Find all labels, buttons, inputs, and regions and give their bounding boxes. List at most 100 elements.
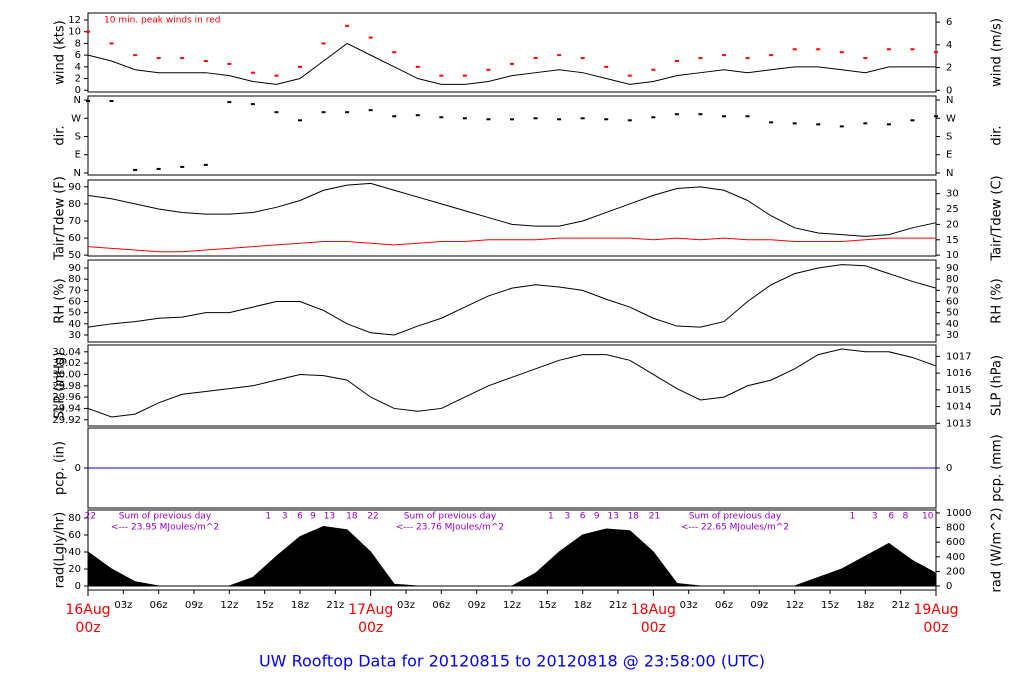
y2-tick-label: 4: [946, 40, 952, 51]
local-hour-label: 22: [85, 512, 96, 522]
y-tick-label: 70: [68, 216, 81, 227]
daily-sum-value: <--- 23.95 MJoules/m^2: [111, 523, 219, 533]
local-hour-label: 18: [346, 512, 358, 522]
y2-tick-label: 10: [946, 250, 959, 261]
local-hour-label: 6: [888, 512, 894, 522]
y2-tick-label: 1013: [946, 418, 971, 429]
peak-dot: [604, 65, 609, 68]
y-axis-label: RH (%): [53, 278, 68, 323]
peak-dot: [86, 30, 90, 33]
local-hour-label: 21: [649, 512, 660, 522]
point: [533, 117, 538, 120]
day-label: 19Aug: [913, 602, 958, 618]
y-tick-label: 0: [75, 85, 81, 96]
x-tick-label: 12z: [786, 600, 804, 611]
point: [510, 118, 514, 121]
point: [156, 167, 161, 170]
point: [604, 118, 609, 121]
point: [321, 111, 326, 114]
y2-tick-label: 1017: [946, 351, 971, 362]
peak-dot: [745, 57, 750, 60]
peak-dot: [298, 65, 302, 68]
y-tick-label: N: [74, 168, 81, 179]
point: [86, 100, 90, 103]
local-hour-label: 6: [580, 512, 586, 522]
y-tick-label: 8: [75, 38, 81, 49]
day-label: 18Aug: [631, 602, 676, 618]
x-tick-label: 03z: [680, 600, 698, 611]
y-tick-label: 80: [68, 199, 81, 210]
local-hour-label: 9: [310, 512, 316, 522]
y2-tick-label: 20: [946, 219, 959, 230]
local-hour-label: 3: [564, 512, 570, 522]
panel-frame: [87, 95, 937, 176]
local-hour-label: 1: [265, 512, 271, 522]
peak-dot: [156, 57, 161, 60]
line: [87, 264, 937, 336]
y2-tick-label: 1015: [946, 385, 971, 396]
daily-sum-value: <--- 22.65 MJoules/m^2: [681, 523, 789, 533]
y-tick-label: 30.04: [52, 347, 81, 358]
y-tick-label: 90: [68, 263, 81, 274]
x-tick-label: 21z: [892, 600, 910, 611]
y-tick-label: 70: [68, 285, 81, 296]
y-tick-label: 29.94: [52, 403, 81, 414]
line: [87, 348, 937, 418]
peak-dot: [227, 62, 232, 65]
peak-dot: [486, 68, 491, 71]
area: [87, 525, 937, 587]
x-tick-label: 06z: [150, 600, 168, 611]
y2-tick-label: N: [946, 168, 953, 179]
panel-frame: [87, 179, 937, 257]
x-tick-label: 09z: [185, 600, 203, 611]
y-axis-label: SLP (inHg): [53, 352, 68, 420]
peak-dot: [698, 57, 703, 60]
point: [462, 117, 467, 120]
y2-tick-label: 1000: [946, 508, 971, 519]
point: [674, 113, 679, 116]
y2-axis-label: Tair/Tdew (C): [990, 175, 1005, 261]
day-time-label: 00z: [75, 620, 100, 636]
local-hour-label: 3: [872, 512, 878, 522]
y-tick-label: 4: [75, 62, 81, 73]
point: [557, 118, 562, 121]
x-tick-label: 03z: [114, 600, 132, 611]
x-tick-label: 12z: [220, 600, 238, 611]
y-tick-label: 60: [68, 297, 81, 308]
y-tick-label: 30.02: [52, 358, 81, 369]
local-hour-label: 13: [324, 512, 335, 522]
y-axis-label: pcp. (in): [53, 441, 68, 495]
y-tick-label: S: [75, 132, 81, 143]
y-tick-label: 12: [68, 15, 81, 26]
line: [87, 182, 937, 237]
x-tick-label: 21z: [609, 600, 627, 611]
y-tick-label: 0: [75, 463, 81, 474]
peak-dot: [321, 42, 326, 45]
day-time-label: 00z: [923, 620, 948, 636]
y2-tick-label: 200: [946, 566, 965, 577]
y-tick-label: 10: [68, 27, 81, 38]
point: [910, 119, 915, 122]
local-hour-label: 6: [297, 512, 303, 522]
point: [250, 103, 255, 106]
point: [203, 163, 208, 166]
x-tick-label: 21z: [326, 600, 344, 611]
peak-dot: [250, 71, 255, 74]
y-tick-label: 6: [75, 50, 81, 61]
y-axis-label: Tair/Tdew (F): [53, 176, 68, 261]
point: [627, 119, 632, 122]
y-tick-label: 80: [68, 513, 81, 524]
x-tick-label: 15z: [821, 600, 839, 611]
peak-dot: [651, 68, 656, 71]
y-tick-label: 50: [68, 250, 81, 261]
daily-sum-heading: Sum of previous day: [119, 512, 212, 522]
point: [415, 114, 420, 117]
line: [87, 237, 936, 253]
y2-tick-label: 6: [946, 17, 952, 28]
x-tick-label: 06z: [432, 600, 450, 611]
local-hour-label: 8: [903, 512, 909, 522]
daily-sum-heading: Sum of previous day: [689, 512, 782, 522]
y-tick-label: 29.92: [52, 415, 81, 426]
point: [227, 101, 232, 104]
